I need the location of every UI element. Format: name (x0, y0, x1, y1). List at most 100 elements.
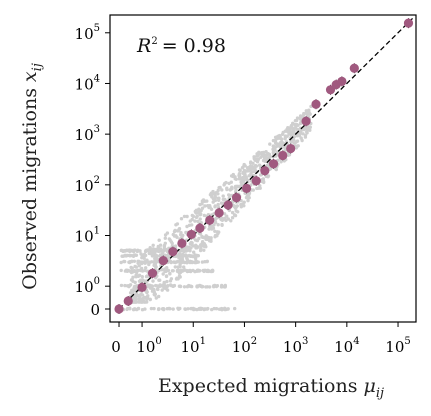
raw-point (151, 249, 155, 253)
raw-point (160, 288, 164, 292)
binned-point (114, 304, 124, 314)
raw-point (206, 237, 210, 241)
raw-point (173, 260, 177, 265)
raw-point (188, 254, 193, 258)
raw-point (208, 193, 213, 197)
y-tick-exp: 3 (94, 124, 100, 135)
raw-point (299, 136, 303, 140)
raw-point (247, 196, 251, 200)
raw-point (237, 185, 242, 189)
raw-point (187, 269, 191, 273)
raw-point (216, 188, 220, 193)
raw-point (283, 137, 287, 141)
raw-point (271, 148, 276, 152)
raw-point (273, 138, 277, 143)
raw-point (275, 150, 279, 154)
raw-point (193, 269, 197, 274)
raw-point (124, 254, 128, 258)
raw-point (203, 204, 207, 208)
raw-point (154, 265, 158, 269)
x-tick-base: 10 (136, 338, 155, 356)
raw-point (268, 142, 272, 146)
raw-point (142, 300, 146, 304)
y-tick-base: 0 (90, 301, 100, 319)
raw-point (125, 307, 129, 312)
raw-point (199, 307, 203, 311)
raw-point (240, 176, 244, 181)
y-tick-exp: 4 (94, 73, 100, 84)
raw-point (128, 306, 132, 310)
raw-point (221, 194, 225, 198)
raw-point (119, 260, 123, 265)
raw-point (200, 240, 205, 244)
r-squared-exp: 2 (151, 36, 157, 47)
raw-point (197, 236, 201, 241)
raw-point (210, 307, 214, 312)
raw-point (298, 116, 303, 121)
raw-point (219, 285, 224, 289)
raw-point (147, 262, 151, 267)
r-squared-annotation: R2 = 0.98 (136, 35, 226, 57)
raw-point (229, 219, 233, 223)
raw-point (135, 274, 140, 278)
raw-point (242, 164, 246, 168)
raw-point (307, 111, 312, 116)
raw-point (187, 245, 191, 249)
raw-point (146, 283, 150, 287)
raw-point (196, 254, 200, 258)
raw-point (132, 269, 137, 273)
raw-point (214, 216, 218, 221)
raw-point (214, 284, 219, 289)
raw-point (262, 180, 266, 185)
raw-point (196, 260, 200, 264)
raw-point (171, 284, 175, 288)
raw-point (220, 188, 224, 192)
raw-point (177, 256, 181, 260)
raw-point (169, 240, 174, 244)
raw-point (281, 141, 285, 145)
raw-point (213, 229, 217, 233)
binned-point (337, 76, 347, 86)
r-squared-rhs: = 0.98 (162, 35, 226, 57)
raw-point (137, 300, 141, 304)
raw-point (296, 123, 300, 128)
raw-point (218, 185, 222, 190)
raw-point (176, 265, 180, 269)
raw-point (168, 259, 173, 264)
raw-point (125, 268, 130, 272)
y-tick-base: 10 (75, 75, 94, 93)
raw-point (162, 307, 166, 312)
raw-point (145, 300, 149, 304)
raw-point (214, 307, 219, 311)
raw-point (297, 134, 302, 138)
raw-point (258, 184, 262, 188)
raw-point (241, 202, 245, 206)
raw-point (231, 174, 235, 179)
raw-point (223, 197, 227, 202)
raw-point (148, 246, 152, 250)
raw-point (178, 284, 183, 289)
raw-point (225, 186, 229, 190)
raw-point (149, 306, 154, 311)
raw-point (162, 245, 166, 249)
raw-point (151, 243, 155, 247)
binned-point (205, 215, 215, 225)
raw-point (188, 219, 192, 223)
raw-point (279, 160, 283, 164)
raw-point (137, 297, 141, 301)
raw-point (220, 223, 224, 227)
x-tick-label: 104 (334, 336, 359, 356)
raw-point (226, 307, 230, 311)
raw-point (182, 265, 186, 269)
y-tick-base: 10 (75, 126, 94, 144)
x-tick-label: 103 (283, 336, 308, 356)
raw-point (140, 275, 144, 279)
raw-point (144, 266, 148, 270)
raw-point (173, 228, 177, 233)
raw-point (173, 244, 178, 248)
raw-point (194, 243, 198, 247)
raw-point (145, 274, 149, 278)
raw-point (210, 224, 214, 229)
raw-point (119, 268, 123, 273)
raw-point (303, 133, 308, 137)
